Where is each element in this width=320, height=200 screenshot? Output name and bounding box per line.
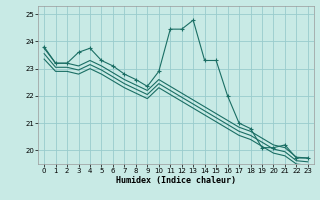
X-axis label: Humidex (Indice chaleur): Humidex (Indice chaleur) bbox=[116, 176, 236, 185]
